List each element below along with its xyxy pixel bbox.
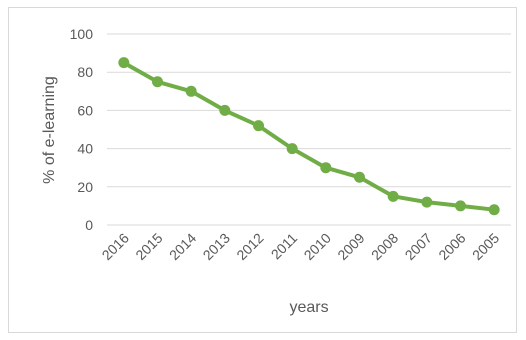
y-tick-label: 0 [85, 217, 93, 233]
data-points [118, 57, 500, 216]
y-tick-label: 60 [77, 102, 93, 118]
x-axis-title: years [289, 299, 328, 316]
data-point-2013 [219, 104, 231, 116]
x-tick-label: 2016 [99, 230, 132, 263]
x-tick-label: 2006 [435, 230, 468, 263]
data-point-2006 [455, 200, 466, 212]
data-point-2016 [118, 57, 130, 69]
x-tick-label: 2013 [200, 230, 233, 263]
y-tick-label: 20 [77, 179, 93, 195]
data-point-2012 [253, 120, 264, 132]
x-tick-label: 2007 [402, 230, 435, 263]
data-point-2007 [421, 196, 433, 208]
x-tick-label: 2011 [268, 230, 301, 263]
data-point-2005 [488, 204, 500, 216]
x-tick-label: 2008 [368, 230, 401, 263]
data-point-2014 [185, 85, 197, 97]
x-tick-label: 2014 [166, 230, 199, 263]
y-axis-ticks: 0 20 40 60 80 100 [70, 26, 94, 233]
x-tick-label: 2012 [233, 230, 266, 263]
data-point-2011 [286, 143, 298, 155]
chart-frame [8, 7, 517, 333]
y-tick-label: 100 [70, 26, 94, 42]
y-tick-label: 80 [77, 64, 93, 80]
y-tick-label: 40 [77, 141, 93, 157]
series-line [121, 60, 497, 212]
x-tick-label: 2010 [301, 230, 334, 263]
gridlines [107, 33, 511, 226]
y-axis-title: % of e-learning [41, 76, 58, 184]
x-tick-label: 2009 [334, 230, 367, 263]
x-axis-ticks: 2016 2015 2014 2013 2012 2011 2010 2009 2008 2007… [99, 230, 503, 263]
data-point-2015 [152, 76, 163, 88]
x-tick-label: 2015 [132, 230, 165, 263]
data-point-2010 [320, 162, 332, 174]
data-point-2008 [387, 190, 399, 202]
x-tick-label: 2005 [469, 230, 502, 263]
data-point-2009 [354, 171, 365, 183]
